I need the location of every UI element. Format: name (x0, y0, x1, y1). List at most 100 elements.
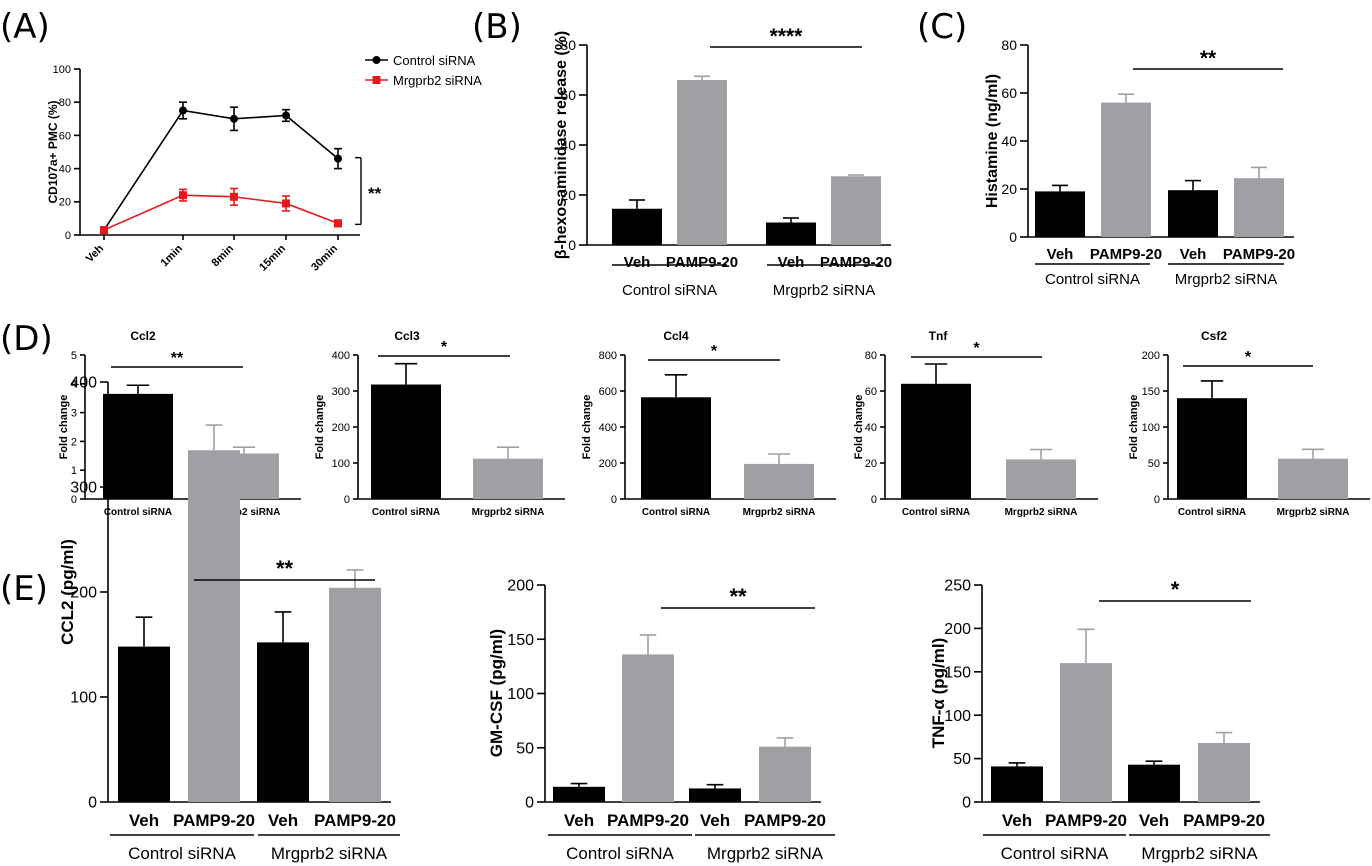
significance-label: **** (770, 25, 804, 48)
y-tick-label: 150 (507, 632, 534, 649)
x-tick-label: PAMP9-20 (1090, 246, 1162, 263)
bar (473, 458, 543, 499)
bar (677, 80, 727, 245)
y-axis-title: β-hexosaminidase release (%) (553, 31, 570, 260)
y-tick-label: 50 (953, 751, 971, 768)
x-tick-label: Veh (564, 811, 594, 830)
y-tick-label: 0 (1009, 229, 1017, 245)
chart-7: 0 50 100 150 200 Fold change Control siRNA Mrgp… (1128, 329, 1370, 518)
y-tick-label: 600 (599, 386, 617, 398)
y-tick-label: 0 (611, 494, 617, 506)
y-tick-label: 0 (88, 795, 97, 812)
bar (612, 208, 662, 245)
x-tick-label: Veh (1180, 246, 1207, 263)
bar (553, 786, 605, 802)
x-tick-label: PAMP9-20 (607, 811, 689, 830)
bar (831, 176, 881, 245)
x-tick-label: Veh (778, 254, 805, 271)
x-tick-label: 1min (158, 242, 185, 269)
y-tick-label: 0 (65, 230, 71, 242)
bar (759, 746, 811, 802)
panel-label-b: (B) (472, 7, 522, 47)
data-point (100, 226, 108, 235)
y-tick-label: 3 (71, 407, 77, 419)
chart-title: Ccl3 (394, 329, 420, 343)
y-tick-label: 80 (865, 350, 877, 362)
group-label: Mrgprb2 siRNA (1141, 844, 1258, 863)
y-tick-label: 80 (59, 97, 71, 109)
chart-0: 0 20 40 60 80 100 CD107a+ PMC (%) Veh 1min 8min 15… (46, 53, 482, 274)
x-tick-label: Veh (129, 811, 159, 830)
bar (103, 393, 173, 499)
y-axis-title: CD107a+ PMC (%) (46, 100, 60, 203)
y-tick-label: 1 (71, 465, 77, 477)
bar (1060, 663, 1112, 802)
chart-10: 0 50 100 150 200 250 TNF-α (pg/ml) Veh PAMP9-20 V… (929, 577, 1270, 863)
bar (641, 397, 711, 499)
x-tick-label: Control siRNA (372, 507, 440, 518)
chart-1: 0 20 40 60 80β-hexosaminidase release (%) Veh… (553, 25, 892, 299)
panel-label-e: (E) (0, 569, 48, 609)
significance-label: ** (171, 350, 184, 367)
y-tick-label: 80 (560, 37, 576, 53)
bar (1198, 742, 1250, 802)
bar (1177, 398, 1247, 499)
data-point (230, 114, 238, 123)
y-axis-title: TNF-α (pg/ml) (929, 638, 948, 749)
bar (622, 654, 674, 802)
group-label: Control siRNA (128, 844, 236, 863)
y-tick-label: 200 (332, 422, 350, 434)
group-label: Mrgprb2 siRNA (271, 844, 388, 863)
y-axis-title: Fold change (581, 395, 593, 460)
data-point (282, 199, 290, 208)
y-tick-label: 100 (332, 458, 350, 470)
y-tick-label: 300 (70, 480, 97, 497)
chart-4: 0 100 200 300 400 Fold change Control siRNA Mrg… (314, 329, 565, 518)
x-tick-label: PAMP9-20 (820, 254, 892, 271)
chart-5: 0 200 400 600 800 Fold change Control siRNA Mrg… (581, 329, 836, 518)
x-tick-label: Control siRNA (104, 507, 172, 518)
bar (257, 642, 309, 802)
data-point (334, 154, 342, 163)
x-tick-label: PAMP9-20 (1045, 811, 1127, 830)
chart-9: 0 50 100 150 200 GM-CSF (pg/ml) Veh PAMP9-20 Veh… (487, 578, 835, 863)
y-tick-label: 60 (560, 87, 576, 103)
x-tick-label: PAMP9-20 (1183, 811, 1265, 830)
x-tick-label: 8min (209, 242, 236, 269)
panel-label-d: (D) (0, 319, 53, 359)
y-tick-label: 250 (944, 578, 971, 595)
bar (991, 766, 1043, 802)
y-tick-label: 150 (944, 664, 971, 681)
x-tick-label: Control siRNA (902, 507, 970, 518)
significance-label: ** (276, 556, 294, 581)
y-axis-title: CCL2 (pg/ml) (58, 539, 77, 645)
y-tick-label: 400 (599, 422, 617, 434)
bar (1101, 102, 1151, 237)
y-tick-label: 100 (1142, 422, 1160, 434)
x-tick-label: PAMP9-20 (666, 254, 738, 271)
y-tick-label: 20 (59, 197, 71, 209)
panel-label-a: (A) (0, 7, 50, 47)
x-tick-label: Mrgprb2 siRNA (472, 507, 545, 518)
group-label: Control siRNA (1001, 844, 1109, 863)
data-point (282, 111, 290, 120)
significance-label: ** (729, 584, 747, 609)
significance-label: * (1171, 577, 1180, 602)
y-tick-label: 20 (1001, 181, 1017, 197)
x-tick-label: Mrgprb2 siRNA (1005, 507, 1078, 518)
y-tick-label: 200 (1142, 350, 1160, 362)
bar (1128, 764, 1180, 802)
bar (1168, 190, 1218, 237)
data-point (179, 191, 187, 200)
group-label: Mrgprb2 siRNA (1175, 271, 1278, 288)
legend-label: Mrgprb2 siRNA (393, 73, 482, 88)
y-tick-label: 400 (70, 375, 97, 392)
significance-label: ** (1200, 47, 1217, 70)
bar (1035, 191, 1085, 237)
x-tick-label: Veh (624, 254, 651, 271)
y-tick-label: 40 (865, 422, 877, 434)
x-tick-label: PAMP9-20 (314, 811, 396, 830)
y-tick-label: 50 (1148, 458, 1160, 470)
